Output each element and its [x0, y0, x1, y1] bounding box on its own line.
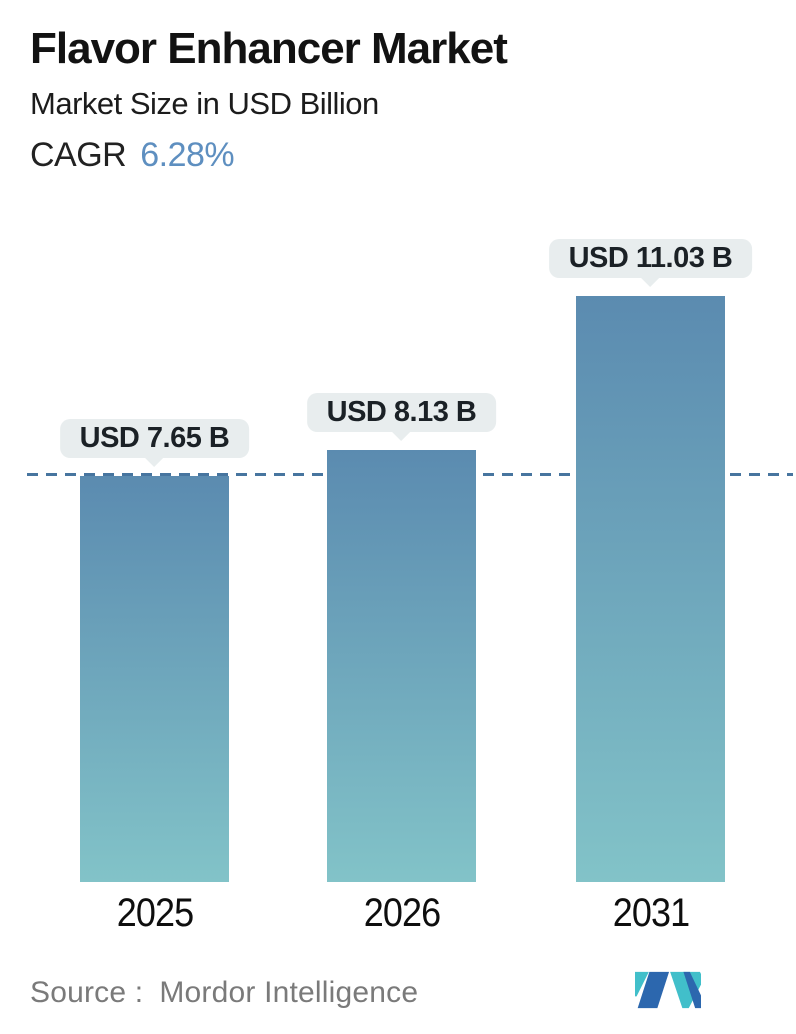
value-badge: USD 7.65 B — [59, 419, 250, 458]
page-title: Flavor Enhancer Market — [30, 24, 508, 73]
axis-label-2025: 2025 — [116, 891, 193, 935]
bar-2031 — [576, 296, 725, 882]
source-row: Source : Mordor Intelligence — [30, 976, 418, 1010]
cagr-label: CAGR — [30, 136, 127, 174]
axis-label-2026: 2026 — [363, 891, 440, 935]
chart-subtitle: Market Size in USD Billion — [30, 86, 379, 121]
bar-2026 — [327, 450, 476, 882]
bar-2025 — [80, 476, 229, 882]
axis-label-2031: 2031 — [612, 891, 689, 935]
value-badge: USD 11.03 B — [548, 239, 753, 278]
source-value: Mordor Intelligence — [159, 976, 419, 1009]
cagr-row: CAGR 6.28% — [30, 136, 235, 175]
source-label: Source : — [30, 976, 144, 1009]
mordor-intelligence-logo — [635, 971, 701, 1009]
value-badge: USD 8.13 B — [306, 393, 497, 432]
cagr-value: 6.28% — [140, 136, 235, 174]
